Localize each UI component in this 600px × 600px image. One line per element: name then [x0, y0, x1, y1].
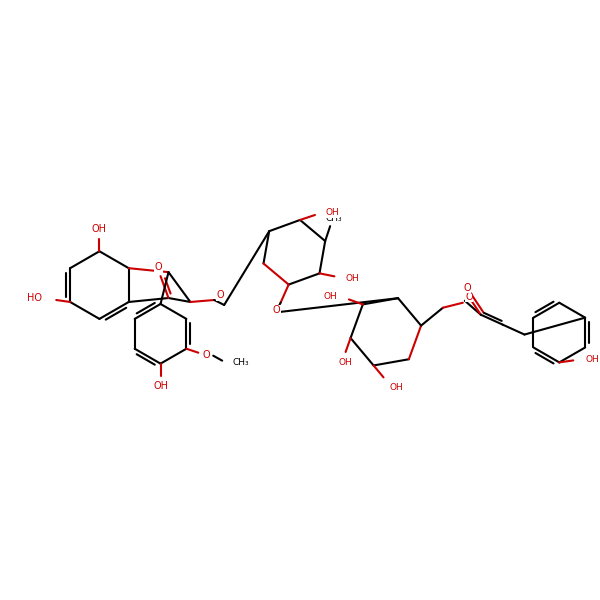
Text: O: O — [273, 305, 281, 316]
Text: CH₃: CH₃ — [232, 358, 249, 367]
Text: OH: OH — [389, 383, 403, 392]
Text: CH₃: CH₃ — [326, 214, 343, 223]
Text: OH: OH — [346, 274, 359, 283]
Text: O: O — [217, 290, 224, 300]
Text: O: O — [465, 292, 473, 302]
Text: HO: HO — [28, 293, 43, 303]
Text: OH: OH — [92, 224, 107, 235]
Text: OH: OH — [323, 292, 337, 301]
Text: OH: OH — [153, 380, 168, 391]
Text: OH: OH — [585, 355, 599, 364]
Text: O: O — [202, 350, 210, 359]
Text: OH: OH — [326, 208, 340, 217]
Text: OH: OH — [339, 358, 352, 367]
Text: O: O — [155, 262, 163, 272]
Text: O: O — [463, 283, 470, 293]
